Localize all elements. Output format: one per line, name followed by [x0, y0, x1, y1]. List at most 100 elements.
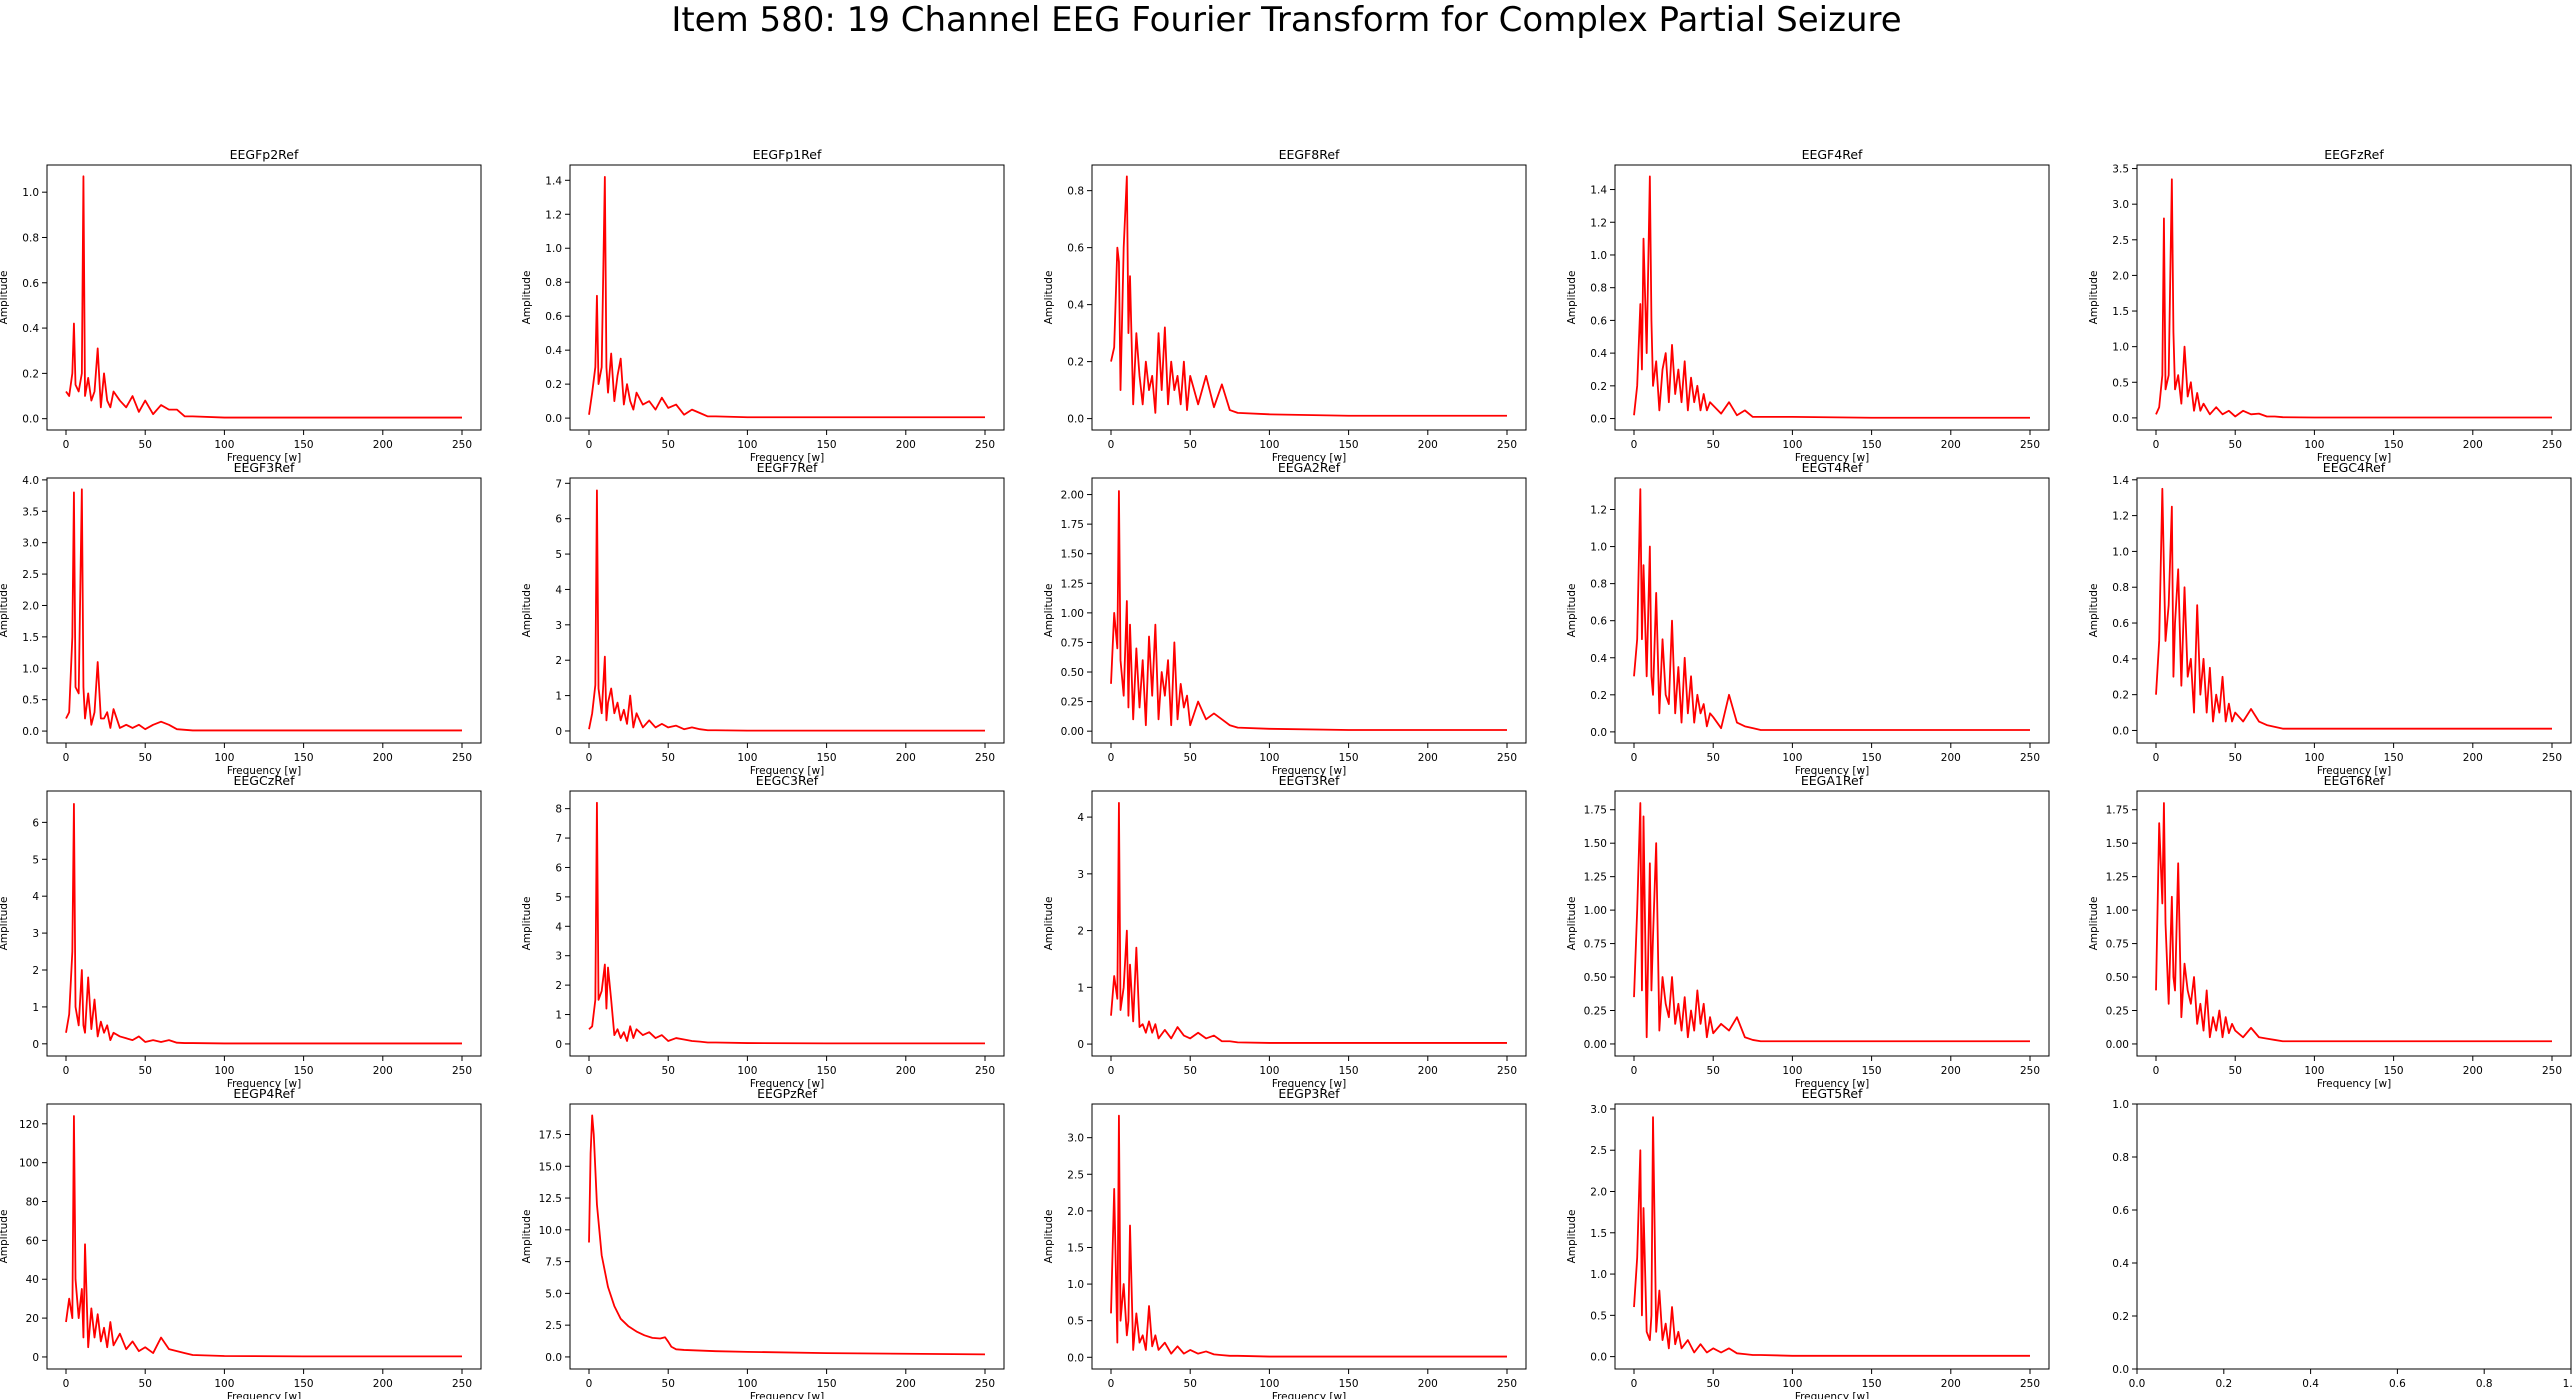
series-line — [588, 1114, 985, 1356]
y-axis-label: Amplitude — [1566, 271, 1578, 325]
x-tick-label: 150 — [817, 752, 837, 764]
y-tick-label: 1.0 — [1590, 542, 1607, 554]
x-tick-label: 50 — [1184, 752, 1197, 764]
x-tick-label: 0 — [2153, 439, 2160, 451]
y-tick-label: 7 — [555, 478, 562, 490]
subplot-eegt3ref: 0 50 100 150 200 250 0 1 2 3 4 EEGT3Ref Frequency [w… — [1043, 773, 1527, 1090]
x-tick-label: 100 — [737, 752, 757, 764]
y-tick-label: 3.5 — [22, 506, 39, 518]
y-axis-label: Amplitude — [0, 897, 10, 951]
y-tick-label: 0.0 — [1067, 414, 1084, 426]
subplot-eegt6ref: 0 50 100 150 200 250 0.00 0.25 0.50 0.75 1.00 1.25 1… — [2088, 773, 2572, 1090]
y-tick-label: 0.2 — [545, 379, 562, 391]
y-tick-label: 0.0 — [1067, 1352, 1084, 1364]
series-line — [2155, 487, 2552, 730]
subplot-eega1ref: 0 50 100 150 200 250 0.00 0.25 0.50 0.75 1.00 1.25 1… — [1566, 773, 2050, 1090]
x-tick-label: 0.6 — [2389, 1378, 2406, 1390]
x-tick-label: 0.0 — [2129, 1378, 2146, 1390]
subplot-title: EEGFp2Ref — [230, 147, 299, 162]
y-axis-label: Amplitude — [521, 271, 533, 325]
y-tick-label: 2.0 — [2112, 270, 2129, 282]
x-axis-label: Frequency [w] — [227, 1391, 301, 1399]
series-line — [65, 175, 462, 419]
y-axis-label: Amplitude — [0, 584, 10, 638]
x-tick-label: 200 — [373, 752, 393, 764]
series-line — [65, 1115, 462, 1358]
x-axis-label: Frequency [w] — [750, 452, 824, 464]
subplot-eegp3ref: 0 50 100 150 200 250 0.0 0.5 1.0 1.5 2.0 2.5 3.0 EEGP… — [1043, 1086, 1527, 1399]
subplot-eegt4ref: 0 50 100 150 200 250 0.0 0.2 0.4 0.6 0.8 1.0 1.2 EEGT… — [1566, 460, 2050, 777]
x-tick-label: 0 — [63, 752, 70, 764]
y-tick-label: 0.4 — [2112, 654, 2129, 666]
y-tick-label: 5 — [555, 892, 562, 904]
y-tick-label: 20 — [26, 1313, 39, 1325]
x-tick-label: 200 — [1418, 752, 1438, 764]
x-tick-label: 150 — [1339, 1065, 1359, 1077]
y-tick-label: 7.5 — [545, 1257, 562, 1269]
y-tick-label: 1.75 — [1584, 805, 1607, 817]
y-tick-label: 10.0 — [539, 1225, 562, 1237]
series-line — [1633, 802, 2030, 1043]
x-tick-label: 250 — [452, 752, 472, 764]
y-tick-label: 5 — [32, 854, 39, 866]
y-tick-label: 1.2 — [1590, 217, 1607, 229]
x-axis-label: Frequency [w] — [2317, 1078, 2391, 1090]
x-axis-label: Frequency [w] — [750, 1078, 824, 1090]
y-tick-label: 0.75 — [1061, 637, 1084, 649]
axes-frame — [2136, 164, 2572, 431]
subplot-eegt5ref: 0 50 100 150 200 250 0.0 0.5 1.0 1.5 2.0 2.5 3.0 EEGT… — [1566, 1086, 2050, 1399]
series-line — [588, 489, 985, 732]
axes-frame — [569, 477, 1005, 744]
y-tick-label: 3.0 — [1590, 1104, 1607, 1116]
subplot-title: EEGFzRef — [2324, 147, 2384, 162]
axes-frame — [46, 477, 482, 744]
y-axis-label: Amplitude — [1043, 271, 1055, 325]
x-axis-label: Frequency [w] — [1272, 452, 1346, 464]
x-tick-label: 250 — [452, 439, 472, 451]
axes-frame — [46, 164, 482, 431]
y-tick-label: 0.50 — [2106, 972, 2129, 984]
x-tick-label: 100 — [214, 1065, 234, 1077]
x-tick-label: 150 — [1339, 1378, 1359, 1390]
y-tick-label: 6 — [555, 514, 562, 526]
x-tick-label: 200 — [1941, 752, 1961, 764]
x-tick-label: 0 — [1631, 1378, 1638, 1390]
y-tick-label: 0.5 — [2112, 377, 2129, 389]
x-tick-label: 250 — [975, 1065, 995, 1077]
y-tick-label: 0.0 — [1590, 1352, 1607, 1364]
x-tick-label: 0 — [1108, 752, 1115, 764]
x-tick-label: 100 — [737, 439, 757, 451]
x-tick-label: 50 — [139, 439, 152, 451]
subplot-eegf3ref: 0 50 100 150 200 250 0.0 0.5 1.0 1.5 2.0 2.5 3.0 3.5 4… — [0, 460, 482, 777]
y-tick-label: 1.0 — [1067, 1279, 1084, 1291]
subplot-title: EEGF3Ref — [234, 460, 295, 475]
y-tick-label: 0.50 — [1061, 667, 1084, 679]
y-tick-label: 17.5 — [539, 1130, 562, 1142]
y-tick-label: 1 — [1077, 982, 1084, 994]
x-tick-label: 150 — [1339, 439, 1359, 451]
y-tick-label: 1.00 — [2106, 905, 2129, 917]
subplot-title: EEGFp1Ref — [753, 147, 822, 162]
x-tick-label: 0 — [63, 1065, 70, 1077]
y-tick-label: 1.0 — [22, 663, 39, 675]
subplot-title: EEGA2Ref — [1278, 460, 1341, 475]
y-tick-label: 0 — [1077, 1039, 1084, 1051]
x-tick-label: 100 — [2304, 439, 2324, 451]
y-tick-label: 0 — [32, 1039, 39, 1051]
y-tick-label: 2.00 — [1061, 490, 1084, 502]
y-tick-label: 1.75 — [2106, 805, 2129, 817]
y-axis-label: Amplitude — [521, 897, 533, 951]
axes-frame — [1614, 164, 2050, 431]
y-tick-label: 1.75 — [1061, 519, 1084, 531]
y-axis-label: Amplitude — [521, 584, 533, 638]
x-tick-label: 200 — [373, 1378, 393, 1390]
x-tick-label: 250 — [452, 1378, 472, 1390]
x-tick-label: 250 — [1497, 752, 1517, 764]
y-tick-label: 0.4 — [1590, 653, 1607, 665]
y-tick-label: 2.5 — [2112, 235, 2129, 247]
subplot-title: EEGT3Ref — [1279, 773, 1340, 788]
x-tick-label: 100 — [2304, 1065, 2324, 1077]
y-tick-label: 0.2 — [1067, 357, 1084, 369]
y-tick-label: 0.75 — [2106, 939, 2129, 951]
